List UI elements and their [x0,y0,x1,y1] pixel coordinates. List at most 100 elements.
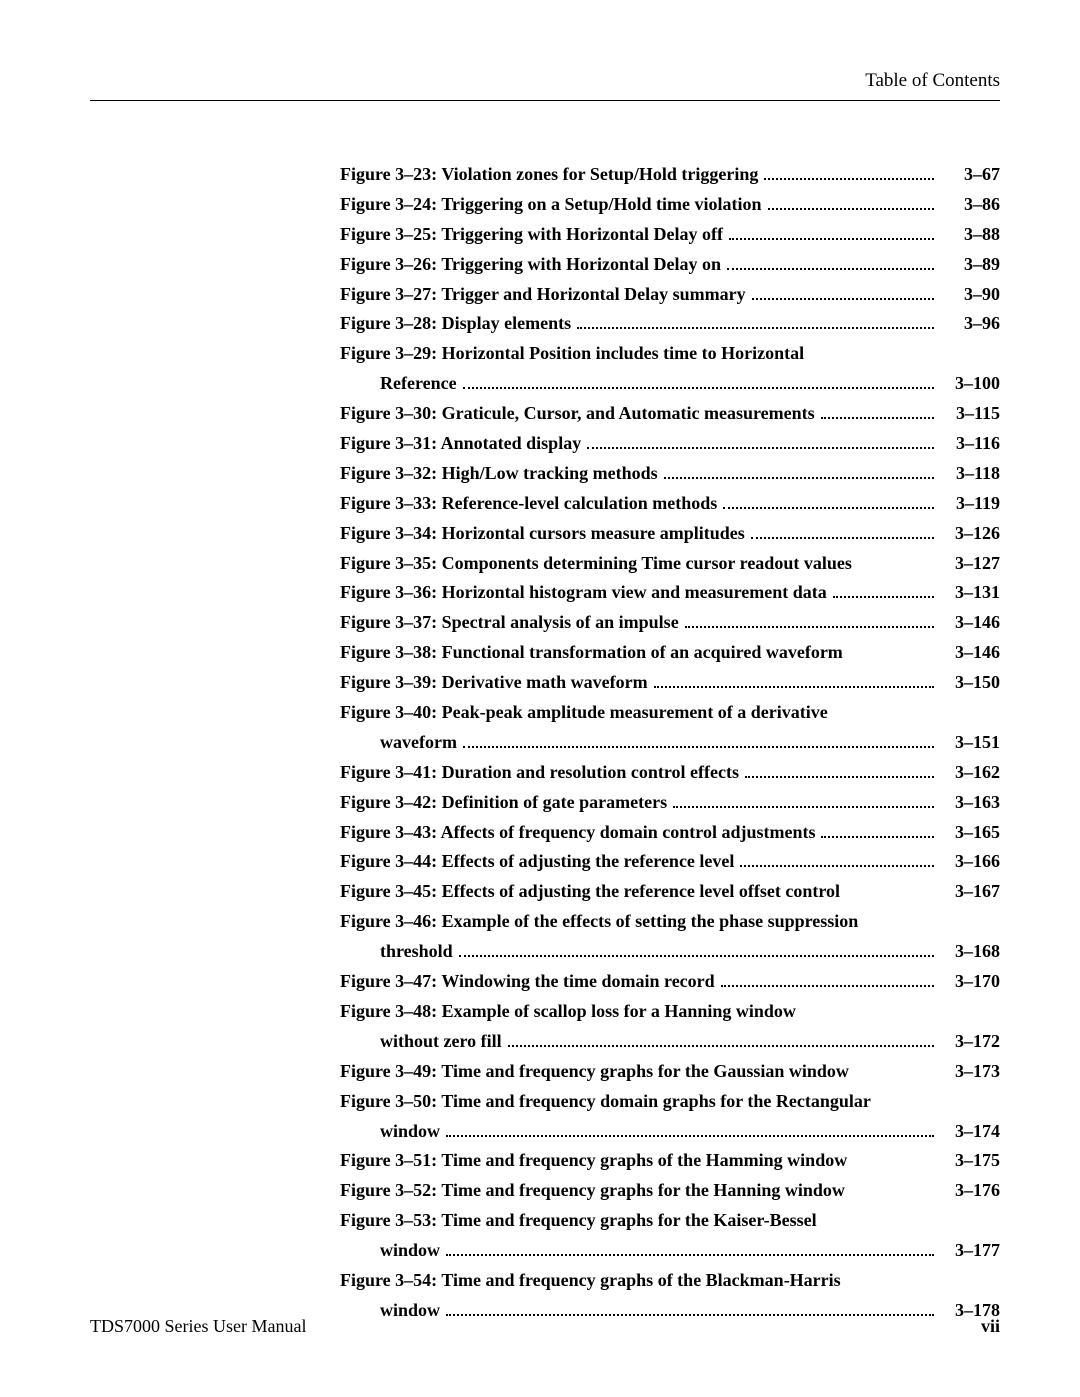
toc-entry-page: 3–96 [940,310,1000,338]
toc-leader-dots [729,222,934,240]
toc-entry-label: Figure 3–23: Violation zones for Setup/H… [340,161,758,189]
toc-entry-label: Figure 3–24: Triggering on a Setup/Hold … [340,191,762,219]
toc-entry: Figure 3–42: Definition of gate paramete… [340,789,1000,817]
toc-leader-dots [851,1178,934,1196]
toc-entry: Figure 3–24: Triggering on a Setup/Hold … [340,191,1000,219]
toc-entry-label: Figure 3–41: Duration and resolution con… [340,759,739,787]
toc-entry-label: Figure 3–30: Graticule, Cursor, and Auto… [340,400,815,428]
toc-entry-label: Figure 3–28: Display elements [340,310,571,338]
toc-entry-page: 3–90 [940,281,1000,309]
toc-entry-page: 3–89 [940,251,1000,279]
toc-leader-dots [446,1119,934,1137]
toc-entry-page: 3–170 [940,968,1000,996]
toc-leader-dots [673,790,934,808]
toc-list: Figure 3–23: Violation zones for Setup/H… [340,161,1000,1325]
toc-entry-page: 3–118 [940,460,1000,488]
toc-entry-page: 3–119 [940,490,1000,518]
toc-entry-label: Figure 3–31: Annotated display [340,430,581,458]
toc-entry-page: 3–146 [940,609,1000,637]
toc-entry: Figure 3–46: Example of the effects of s… [340,908,1000,936]
toc-entry: Figure 3–31: Annotated display3–116 [340,430,1000,458]
toc-entry-page: 3–126 [940,520,1000,548]
toc-entry-page: 3–162 [940,759,1000,787]
toc-entry-label: Figure 3–25: Triggering with Horizontal … [340,221,723,249]
toc-entry-continuation: Reference3–100 [340,370,1000,398]
toc-leader-dots [849,640,934,658]
toc-entry: Figure 3–30: Graticule, Cursor, and Auto… [340,400,1000,428]
toc-leader-dots [833,580,934,598]
toc-leader-dots [654,670,934,688]
footer-manual-title: TDS7000 Series User Manual [90,1316,306,1337]
toc-entry: Figure 3–23: Violation zones for Setup/H… [340,161,1000,189]
toc-entry: Figure 3–29: Horizontal Position include… [340,340,1000,368]
toc-entry: Figure 3–44: Effects of adjusting the re… [340,848,1000,876]
toc-entry-page: 3–127 [940,550,1000,578]
toc-entry-label: Figure 3–34: Horizontal cursors measure … [340,520,745,548]
toc-entry: Figure 3–54: Time and frequency graphs o… [340,1267,1000,1295]
toc-entry-label: Figure 3–54: Time and frequency graphs o… [340,1267,841,1295]
toc-leader-dots [446,1238,934,1256]
toc-entry: Figure 3–27: Trigger and Horizontal Dela… [340,281,1000,309]
toc-entry: Figure 3–43: Affects of frequency domain… [340,819,1000,847]
toc-entry-label: Figure 3–49: Time and frequency graphs f… [340,1058,849,1086]
toc-entry-page: 3–86 [940,191,1000,219]
toc-entry-page: 3–175 [940,1147,1000,1175]
toc-entry-continuation: waveform3–151 [340,729,1000,757]
toc-entry-continuation-text: Reference [340,370,457,398]
toc-entry-continuation-text: window [340,1118,440,1146]
toc-entry: Figure 3–53: Time and frequency graphs f… [340,1207,1000,1235]
toc-entry: Figure 3–34: Horizontal cursors measure … [340,520,1000,548]
toc-entry: Figure 3–36: Horizontal histogram view a… [340,579,1000,607]
toc-entry-label: Figure 3–42: Definition of gate paramete… [340,789,667,817]
toc-leader-dots [446,1298,934,1316]
toc-leader-dots [721,969,934,987]
toc-entry: Figure 3–49: Time and frequency graphs f… [340,1058,1000,1086]
toc-entry-continuation-text: waveform [340,729,457,757]
toc-entry: Figure 3–26: Triggering with Horizontal … [340,251,1000,279]
toc-entry-continuation-text: window [340,1237,440,1265]
page-footer: TDS7000 Series User Manual vii [90,1316,1000,1337]
toc-entry-label: Figure 3–51: Time and frequency graphs o… [340,1147,847,1175]
toc-entry-page: 3–67 [940,161,1000,189]
toc-entry: Figure 3–38: Functional transformation o… [340,639,1000,667]
toc-entry-page: 3–166 [940,848,1000,876]
toc-leader-dots [664,461,934,479]
toc-leader-dots [740,849,934,867]
toc-entry-label: Figure 3–33: Reference-level calculation… [340,490,717,518]
toc-leader-dots [821,820,934,838]
toc-leader-dots [727,252,934,270]
toc-entry-label: Figure 3–32: High/Low tracking methods [340,460,658,488]
toc-entry: Figure 3–28: Display elements 3–96 [340,310,1000,338]
toc-leader-dots [846,879,934,897]
toc-entry-page: 3–88 [940,221,1000,249]
toc-entry-page: 3–173 [940,1058,1000,1086]
toc-leader-dots [723,491,934,509]
toc-entry: Figure 3–40: Peak-peak amplitude measure… [340,699,1000,727]
toc-entry-label: Figure 3–46: Example of the effects of s… [340,908,858,936]
toc-leader-dots [577,311,934,329]
toc-entry-label: Figure 3–45: Effects of adjusting the re… [340,878,840,906]
toc-entry: Figure 3–50: Time and frequency domain g… [340,1088,1000,1116]
toc-entry-page: 3–150 [940,669,1000,697]
toc-leader-dots [459,939,934,957]
toc-entry-page: 3–167 [940,878,1000,906]
toc-entry-label: Figure 3–44: Effects of adjusting the re… [340,848,734,876]
toc-entry-page: 3–176 [940,1177,1000,1205]
toc-entry: Figure 3–51: Time and frequency graphs o… [340,1147,1000,1175]
toc-entry: Figure 3–52: Time and frequency graphs f… [340,1177,1000,1205]
toc-entry-label: Figure 3–27: Trigger and Horizontal Dela… [340,281,746,309]
toc-entry-label: Figure 3–50: Time and frequency domain g… [340,1088,871,1116]
toc-leader-dots [508,1029,934,1047]
toc-entry-label: Figure 3–43: Affects of frequency domain… [340,819,815,847]
toc-entry: Figure 3–32: High/Low tracking methods 3–… [340,460,1000,488]
toc-entry-label: Figure 3–47: Windowing the time domain r… [340,968,715,996]
toc-entry: Figure 3–41: Duration and resolution con… [340,759,1000,787]
toc-entry-page: 3–174 [940,1118,1000,1146]
toc-entry-label: Figure 3–52: Time and frequency graphs f… [340,1177,845,1205]
toc-leader-dots [858,551,934,569]
toc-entry: Figure 3–35: Components determining Time… [340,550,1000,578]
toc-entry-page: 3–163 [940,789,1000,817]
toc-entry: Figure 3–25: Triggering with Horizontal … [340,221,1000,249]
toc-entry: Figure 3–48: Example of scallop loss for… [340,998,1000,1026]
toc-entry-page: 3–165 [940,819,1000,847]
